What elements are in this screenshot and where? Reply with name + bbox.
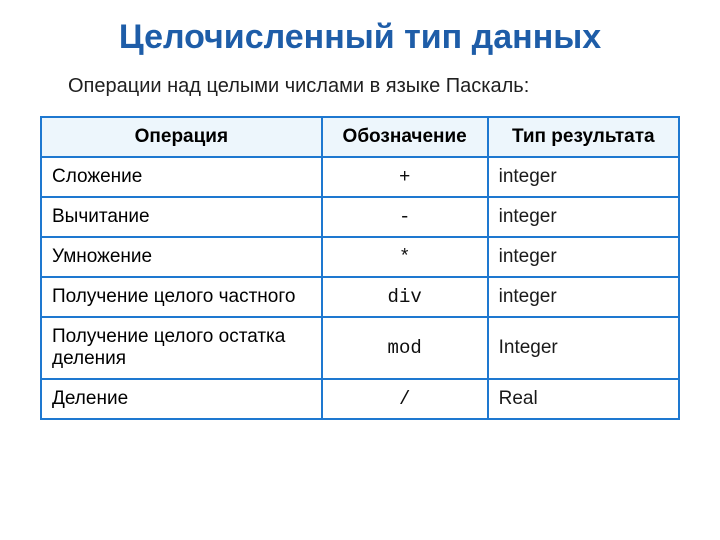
operations-table: Операция Обозначение Тип результата Слож…: [40, 116, 680, 420]
cell-type: Integer: [488, 317, 679, 379]
cell-type: integer: [488, 197, 679, 237]
cell-type: integer: [488, 277, 679, 317]
table-header-row: Операция Обозначение Тип результата: [41, 117, 679, 157]
col-header-type: Тип результата: [488, 117, 679, 157]
cell-symbol: mod: [322, 317, 488, 379]
cell-operation: Деление: [41, 379, 322, 419]
cell-type: Real: [488, 379, 679, 419]
table-row: Получение целого остатка деления mod Int…: [41, 317, 679, 379]
cell-symbol: -: [322, 197, 488, 237]
table-row: Деление / Real: [41, 379, 679, 419]
table-row: Умножение * integer: [41, 237, 679, 277]
col-header-operation: Операция: [41, 117, 322, 157]
cell-symbol: div: [322, 277, 488, 317]
cell-symbol: +: [322, 157, 488, 197]
table-row: Сложение + integer: [41, 157, 679, 197]
cell-operation: Сложение: [41, 157, 322, 197]
table-row: Получение целого частного div integer: [41, 277, 679, 317]
col-header-symbol: Обозначение: [322, 117, 488, 157]
cell-operation: Вычитание: [41, 197, 322, 237]
cell-type: integer: [488, 157, 679, 197]
slide-title: Целочисленный тип данных: [36, 18, 684, 57]
cell-operation: Умножение: [41, 237, 322, 277]
cell-operation: Получение целого остатка деления: [41, 317, 322, 379]
cell-operation: Получение целого частного: [41, 277, 322, 317]
slide-subtitle: Операции над целыми числами в языке Паск…: [68, 75, 684, 98]
cell-type: integer: [488, 237, 679, 277]
table-row: Вычитание - integer: [41, 197, 679, 237]
cell-symbol: /: [322, 379, 488, 419]
cell-symbol: *: [322, 237, 488, 277]
